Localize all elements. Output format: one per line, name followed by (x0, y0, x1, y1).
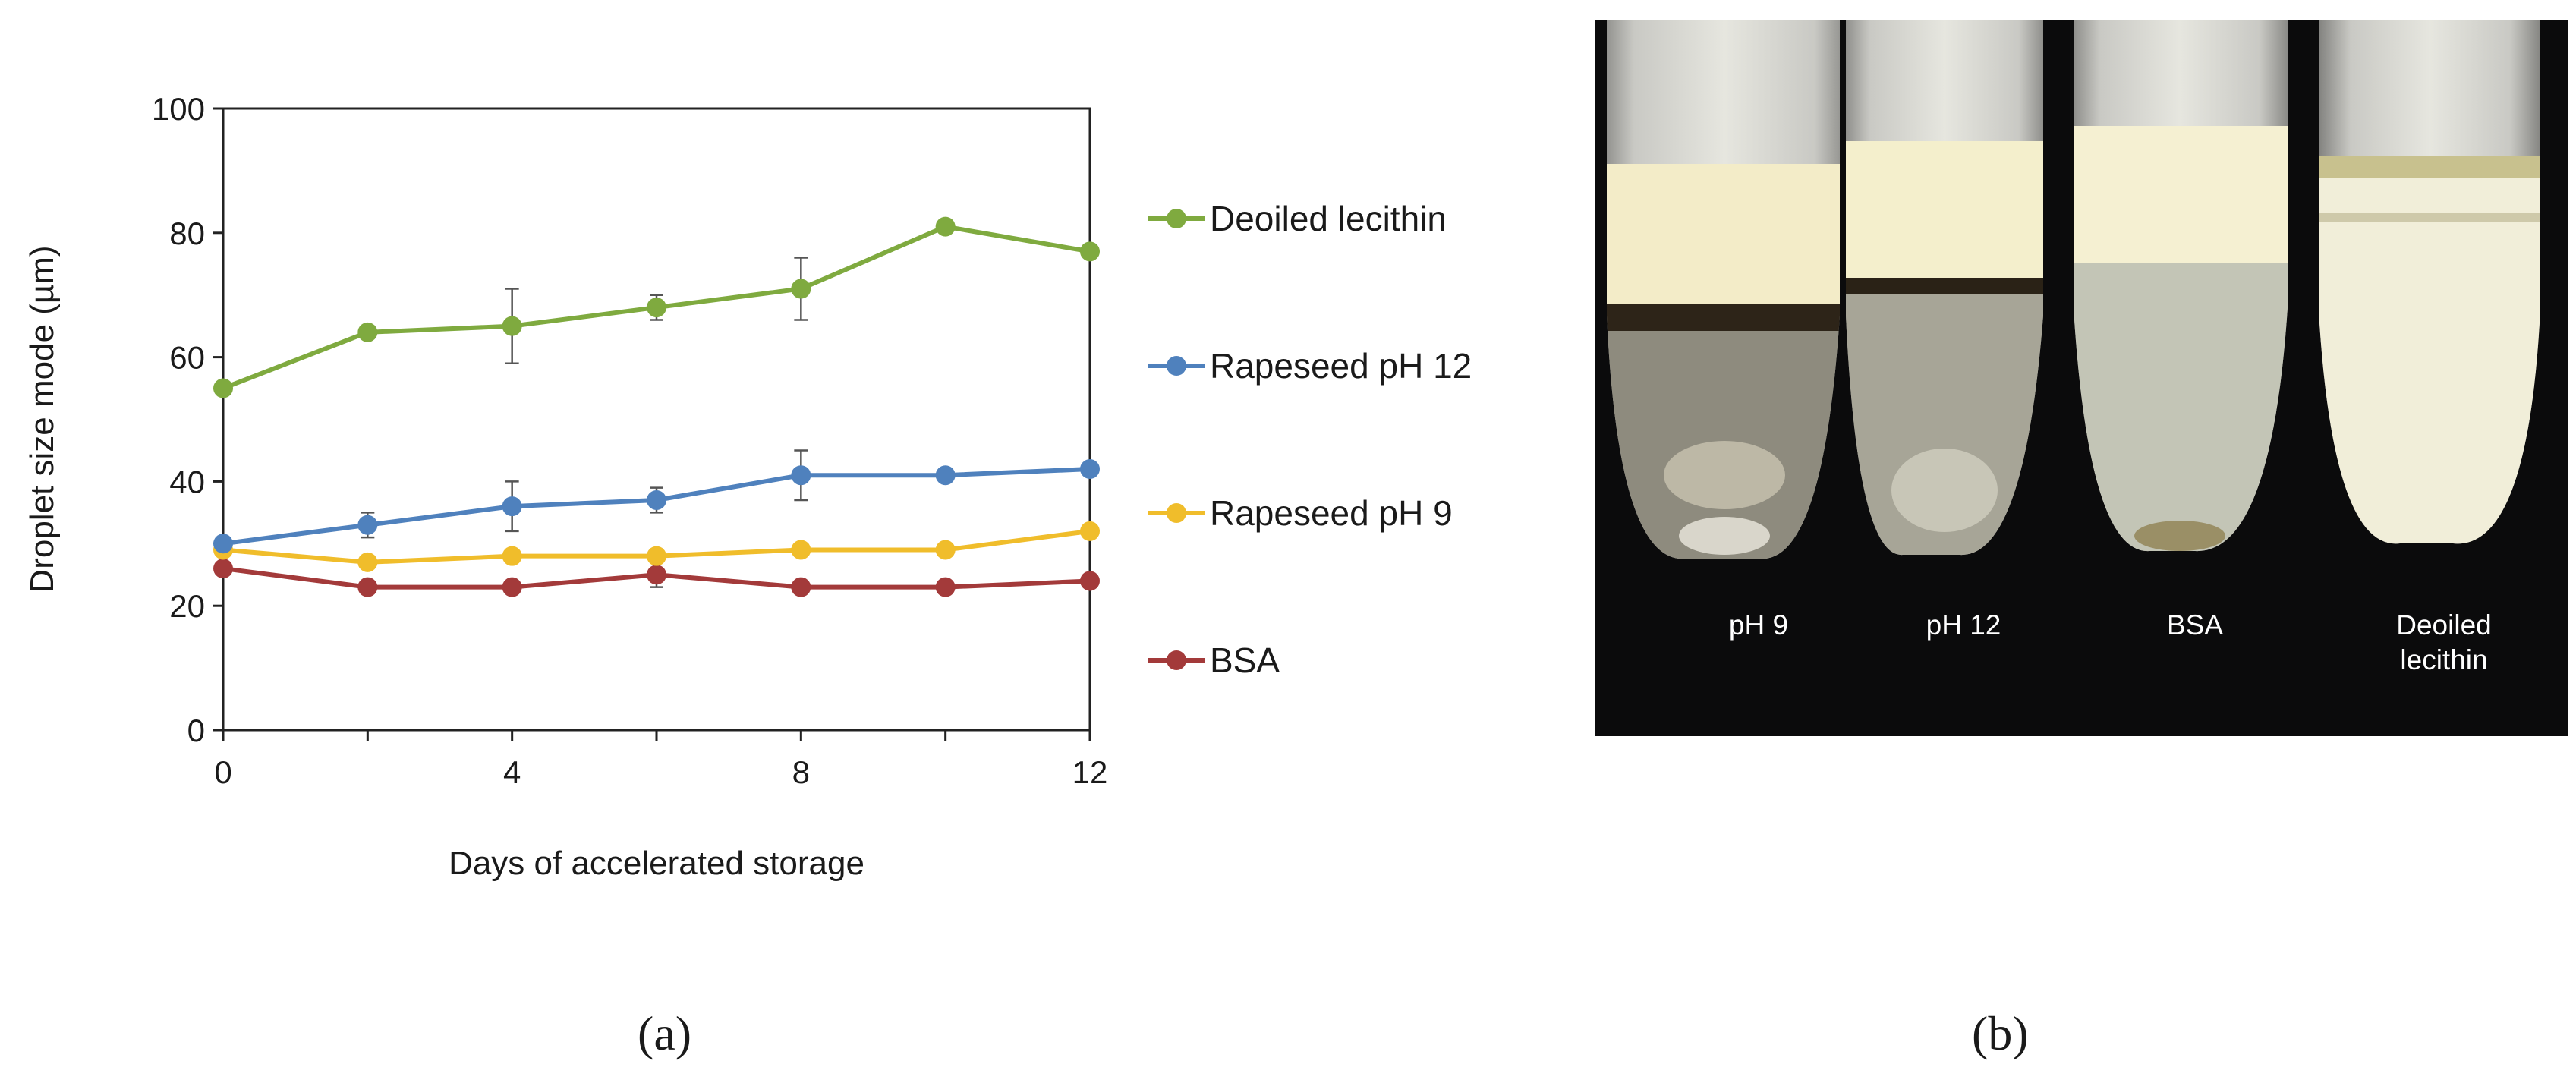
legend-swatch-marker (1167, 356, 1186, 376)
y-tick-label: 80 (169, 216, 205, 251)
legend-label: Deoiled lecithin (1210, 199, 1447, 238)
x-tick-label: 0 (214, 754, 231, 790)
data-point (357, 322, 378, 342)
data-point (647, 546, 666, 566)
legend-swatch-marker (1167, 503, 1186, 523)
data-point (213, 534, 233, 554)
tube-ph9 (1607, 20, 1840, 559)
legend-label: Rapeseed pH 12 (1210, 346, 1472, 386)
legend-item-rapeseed-ph-9: Rapeseed pH 9 (1148, 493, 1453, 533)
data-point (647, 565, 666, 585)
data-point (1080, 459, 1100, 480)
y-tick-label: 0 (187, 713, 205, 748)
data-point (357, 552, 378, 572)
data-point (791, 279, 811, 299)
x-ticks: 0 4 8 12 (214, 730, 1107, 790)
chart-legend: Deoiled lecithin Rapeseed pH 12 Rapeseed p… (1148, 199, 1472, 680)
data-point (502, 577, 522, 597)
data-point (935, 465, 956, 486)
chart-series (213, 216, 1100, 597)
data-point (1080, 571, 1100, 591)
legend-item-rapeseed-ph-12: Rapeseed pH 12 (1148, 346, 1472, 386)
series-rapeseed-ph-12 (213, 449, 1100, 554)
y-tick-label: 20 (169, 588, 205, 624)
legend-swatch-marker (1167, 209, 1186, 228)
series-bsa (213, 559, 1100, 597)
series-deoiled-lecithin (213, 216, 1100, 398)
panel-label-b: (b) (1972, 1006, 2029, 1060)
data-point (213, 559, 233, 579)
tube-label-lecithin: lecithin (2400, 644, 2487, 675)
data-point (791, 577, 811, 597)
panel-label-a: (a) (638, 1006, 692, 1060)
data-point (935, 577, 956, 597)
y-ticks: 0 20 40 60 80 100 (152, 91, 223, 748)
data-point (935, 540, 956, 560)
data-point (1080, 521, 1100, 541)
tube-label-bsa: BSA (2167, 609, 2223, 641)
legend-item-deoiled-lecithin: Deoiled lecithin (1148, 199, 1447, 238)
data-point (357, 515, 378, 535)
plot-frame (222, 107, 1091, 732)
data-point (357, 577, 378, 597)
emulsion-tubes-photo: pH 9 pH 12 BSA Deoiled lecithin (1595, 20, 2568, 736)
data-point (1080, 241, 1100, 262)
data-point (502, 546, 522, 566)
data-point (502, 316, 522, 336)
tube-label-ph12: pH 12 (1926, 609, 2001, 641)
chart-axes (222, 107, 1091, 732)
tube-label-deoiled: Deoiled (2396, 609, 2491, 641)
data-point (791, 465, 811, 486)
data-point (213, 378, 233, 398)
data-point (647, 298, 666, 318)
legend-swatch-marker (1167, 650, 1186, 670)
y-tick-label: 60 (169, 340, 205, 376)
y-axis-title: Droplet size mode (µm) (24, 245, 61, 593)
data-point (791, 540, 811, 560)
tube-bsa (2074, 20, 2288, 552)
tube-ph12 (1846, 20, 2043, 556)
legend-item-bsa: BSA (1148, 641, 1280, 680)
x-tick-label: 4 (503, 754, 521, 790)
legend-label: Rapeseed pH 9 (1210, 493, 1453, 533)
y-tick-label: 40 (169, 464, 205, 499)
data-point (935, 216, 956, 237)
legend-label: BSA (1210, 641, 1280, 680)
tube-label-ph9: pH 9 (1729, 609, 1788, 641)
x-tick-label: 12 (1072, 754, 1108, 790)
y-tick-label: 100 (152, 91, 205, 127)
x-tick-label: 8 (792, 754, 810, 790)
data-point (647, 490, 666, 510)
x-axis-title: Days of accelerated storage (449, 845, 864, 882)
data-point (502, 496, 522, 517)
tube-deoiled-lecithin (2319, 20, 2540, 544)
